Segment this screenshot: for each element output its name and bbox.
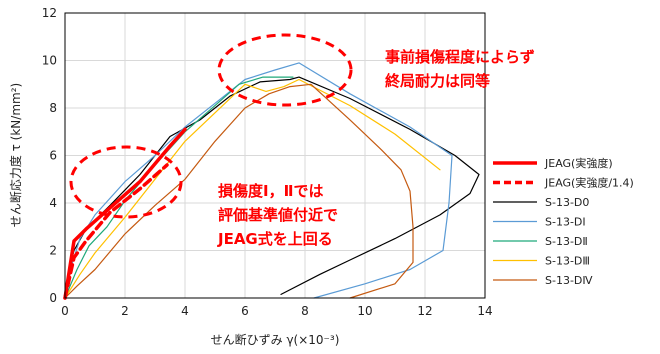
series-line-5 [64,78,441,299]
series-lines [63,62,480,300]
legend-label-6: S-13-DⅣ [545,274,593,287]
series-line-6 [64,83,414,299]
annotation-initial-line-3: JEAG式を上回る [217,230,333,248]
legend: JEAG(実強度) JEAG(実強度/1.4) S-13-D0 S-13-DⅠ S-13… [493,156,634,287]
y-tick-label: 6 [49,149,57,163]
y-axis-label: せん断応力度 τ (kN/mm²) [8,83,23,227]
annotation-initial: 損傷度Ⅰ，Ⅱでは 評価基準値付近で JEAG式を上回る [217,182,338,248]
y-tick-label: 12 [42,6,57,20]
plot-frame [64,12,486,299]
legend-label-4: S-13-DⅡ [545,235,588,248]
x-tick-label: 6 [241,304,249,318]
series-line-3 [64,62,453,299]
x-tick-label: 10 [357,304,372,318]
x-tick-label: 2 [121,304,129,318]
x-tick-label: 12 [417,304,432,318]
highlight-ellipse-peak [217,33,353,107]
series-line-1 [63,163,169,300]
x-tick-label: 14 [477,304,492,318]
legend-label-0: JEAG(実強度) [544,156,613,170]
y-tick-label: 2 [49,244,57,258]
y-tick-labels: 0 2 4 6 8 10 12 [42,6,57,305]
series-line-0 [63,127,187,300]
legend-label-5: S-13-DⅢ [545,255,590,268]
legend-label-1: JEAG(実強度/1.4) [544,176,634,190]
x-tick-label: 8 [301,304,309,318]
legend-label-3: S-13-DⅠ [545,216,586,229]
y-tick-label: 10 [42,54,57,68]
y-tick-label: 8 [49,101,57,115]
x-tick-labels: 0 2 4 6 8 10 12 14 [61,304,492,318]
x-tick-label: 4 [181,304,189,318]
highlight-ellipse-initial [69,145,183,219]
grid [65,13,485,298]
y-tick-label: 0 [49,291,57,305]
x-axis-label: せん断ひずみ γ(×10⁻³) [211,332,340,347]
annotation-peak: 事前損傷程度によらず 終局耐力は同等 [385,48,535,90]
y-tick-label: 4 [49,196,57,210]
annotation-peak-line-2: 終局耐力は同等 [385,72,490,90]
annotation-initial-line-1: 損傷度Ⅰ，Ⅱでは [218,182,323,200]
annotation-initial-line-2: 評価基準値付近で [218,206,338,224]
legend-label-2: S-13-D0 [545,196,589,209]
annotation-peak-line-1: 事前損傷程度によらず [385,48,535,66]
x-tick-label: 0 [61,304,69,318]
